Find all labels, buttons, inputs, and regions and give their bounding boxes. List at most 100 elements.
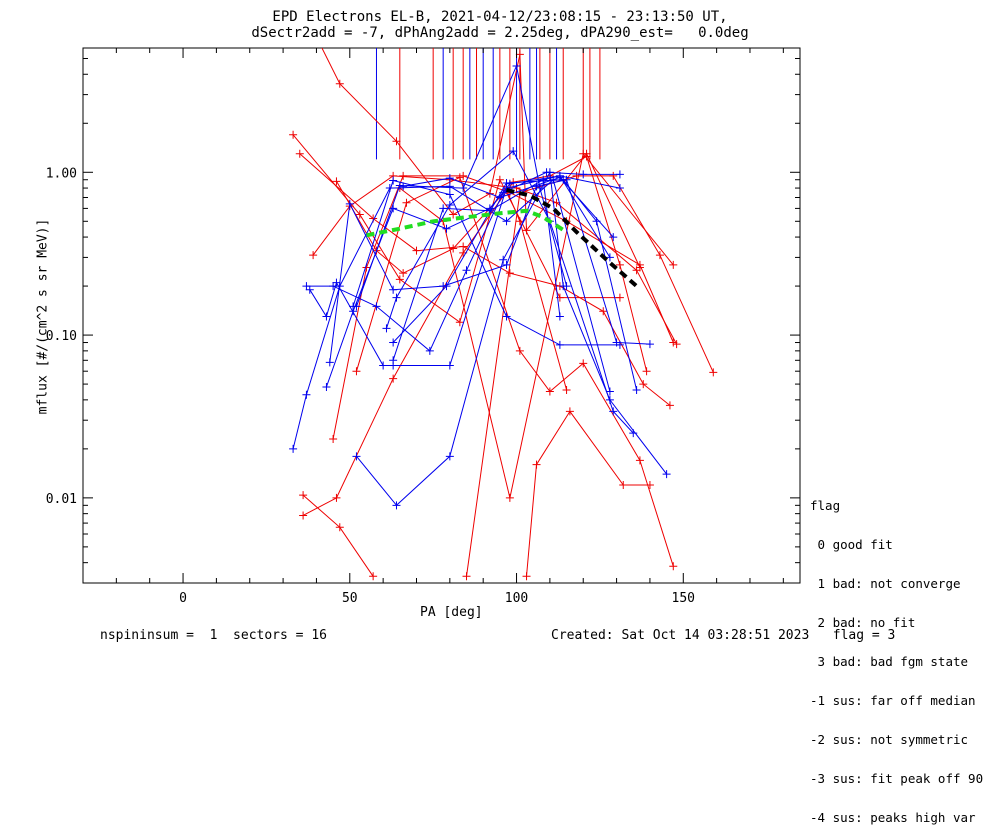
red-data-point (412, 246, 421, 255)
blue-data-point (505, 179, 514, 188)
red-data-point (505, 269, 514, 278)
blue-data-point (502, 217, 511, 226)
red-data-point (289, 130, 298, 139)
blue-data-point (615, 170, 624, 179)
blue-data-point (445, 200, 454, 209)
red-data-point (562, 385, 571, 394)
red-data-point (402, 198, 411, 207)
blue-series-line (392, 179, 638, 391)
x-tick-label: 100 (505, 591, 528, 606)
red-data-point (462, 572, 471, 581)
red-data-point (399, 171, 408, 180)
blue-data-point (445, 174, 454, 183)
red-data-point (295, 149, 304, 158)
blue-data-point (352, 452, 361, 461)
red-data-point (299, 511, 308, 520)
legend-line: -2 sus: not symmetric (810, 732, 969, 747)
blue-data-point (325, 358, 334, 367)
red-data-point (579, 149, 588, 158)
red-data-point (615, 293, 624, 302)
legend-line: 0 good fit (810, 537, 893, 552)
blue-data-point (502, 260, 511, 269)
blue-data-point (555, 173, 564, 182)
red-data-point (449, 210, 458, 219)
chart-canvas: 0 50 100 150 0.01 0.10 1.00 (46, 47, 801, 606)
red-series-line (292, 134, 620, 324)
legend-line: -1 sus: far off median (810, 693, 976, 708)
blue-data-point (555, 340, 564, 349)
y-tick-label: 1.00 (46, 166, 77, 181)
series-layer (289, 48, 718, 581)
red-data-point (332, 493, 341, 502)
red-data-point (522, 226, 531, 235)
vertical-marker-layer (375, 48, 601, 160)
legend-line: 2 bad: no fit (810, 615, 916, 630)
red-data-point (515, 50, 524, 59)
blue-data-point (302, 282, 311, 291)
red-data-point (565, 407, 574, 416)
blue-data-point (442, 224, 451, 233)
footer-right: Created: Sat Oct 14 03:28:51 2023 flag =… (551, 628, 896, 643)
blue-data-point (562, 282, 571, 291)
blue-data-point (615, 184, 624, 193)
red-data-point (669, 338, 678, 347)
red-series-line (356, 176, 674, 567)
blue-data-point (609, 233, 618, 242)
red-data-point (709, 368, 718, 377)
blue-data-point (332, 278, 341, 287)
legend-line: -4 sus: peaks high var (810, 810, 976, 825)
green-fit-line (366, 208, 568, 238)
blue-data-point (445, 190, 454, 199)
blue-data-point (322, 382, 331, 391)
blue-data-point (439, 204, 448, 213)
blue-data-point (445, 452, 454, 461)
blue-data-point (605, 387, 614, 396)
blue-data-point (502, 178, 511, 187)
blue-data-point (502, 312, 511, 321)
blue-data-point (305, 285, 314, 294)
red-data-point (639, 380, 648, 389)
red-data-point (532, 460, 541, 469)
blue-data-point (609, 407, 618, 416)
red-data-point (609, 171, 618, 180)
red-data-point (299, 491, 308, 500)
blue-data-point (352, 302, 361, 311)
blue-data-point (512, 61, 521, 70)
red-data-point (505, 493, 514, 502)
red-data-point (392, 137, 401, 146)
blue-data-point (509, 147, 518, 156)
blue-data-point (445, 182, 454, 191)
red-data-point (399, 269, 408, 278)
red-data-point (449, 244, 458, 253)
blue-data-point (632, 385, 641, 394)
red-data-point (619, 480, 628, 489)
red-data-point (335, 79, 344, 88)
axes-layer: 0 50 100 150 0.01 0.10 1.00 (46, 48, 800, 606)
blue-data-point (579, 170, 588, 179)
blue-data-point (389, 176, 398, 185)
blue-data-point (615, 340, 624, 349)
red-series-line (466, 175, 714, 577)
red-data-point (599, 307, 608, 316)
red-data-point (669, 260, 678, 269)
blue-data-point (442, 282, 451, 291)
blue-data-point (392, 293, 401, 302)
blue-data-point (462, 266, 471, 275)
red-data-point (355, 210, 364, 219)
blue-data-point (535, 184, 544, 193)
blue-data-point (302, 390, 311, 399)
blue-data-point (389, 285, 398, 294)
red-data-point (309, 251, 318, 260)
fit-layer (366, 187, 638, 288)
red-data-point (459, 171, 468, 180)
blue-data-point (555, 312, 564, 321)
red-data-point (545, 387, 554, 396)
legend-line: 1 bad: not converge (810, 576, 961, 591)
red-data-point (455, 318, 464, 327)
red-series-line (332, 175, 674, 440)
blue-data-point (389, 204, 398, 213)
blue-data-point (392, 501, 401, 510)
blue-data-point (459, 184, 468, 193)
legend-line: -3 sus: fit peak off 90 (810, 771, 984, 786)
blue-data-point (445, 361, 454, 370)
